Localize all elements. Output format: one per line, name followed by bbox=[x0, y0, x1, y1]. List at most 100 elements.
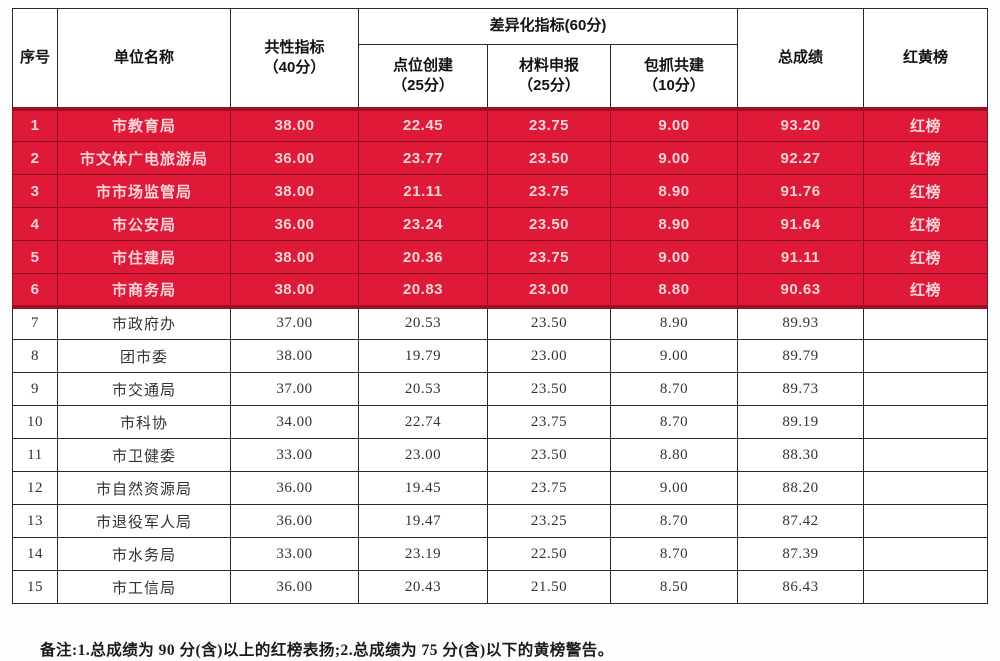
cell-baozhua: 9.00 bbox=[609, 240, 739, 274]
cell-baozhua: 8.70 bbox=[609, 372, 739, 406]
cell-band: 红榜 bbox=[863, 141, 989, 175]
cell-common: 38.00 bbox=[230, 240, 359, 274]
cell-total: 89.93 bbox=[737, 304, 865, 340]
cell-band bbox=[863, 570, 989, 604]
col-header-common: 共性指标 （40分） bbox=[230, 8, 359, 109]
cell-band: 红榜 bbox=[863, 240, 989, 274]
cell-baozhua: 8.70 bbox=[609, 537, 739, 571]
cell-point: 23.77 bbox=[358, 141, 488, 175]
col-header-point: 点位创建 （25分） bbox=[358, 44, 488, 109]
table-row: 3 市市场监管局 38.00 21.11 23.75 8.90 91.76 红榜 bbox=[12, 174, 989, 208]
cell-baozhua: 8.90 bbox=[609, 174, 739, 208]
cell-total: 88.30 bbox=[737, 438, 865, 472]
col-header-baozhua-title: 包抓共建 bbox=[644, 56, 705, 74]
cell-index: 11 bbox=[12, 438, 58, 472]
cell-band: 红榜 bbox=[863, 273, 989, 307]
cell-band: 红榜 bbox=[863, 207, 989, 241]
cell-band bbox=[863, 537, 989, 571]
cell-baozhua: 8.70 bbox=[609, 405, 739, 439]
score-table-container: 序号 单位名称 共性指标 （40分） 差异化指标(60分) 总成绩 红黄榜 点位… bbox=[12, 8, 989, 604]
col-header-baozhua-sub: （10分） bbox=[643, 76, 705, 94]
cell-total: 89.19 bbox=[737, 405, 865, 439]
table-row: 4 市公安局 36.00 23.24 23.50 8.90 91.64 红榜 bbox=[12, 207, 989, 241]
cell-band: 红榜 bbox=[863, 106, 989, 142]
cell-common: 34.00 bbox=[230, 405, 359, 439]
cell-unit: 市住建局 bbox=[57, 240, 231, 274]
cell-baozhua: 8.80 bbox=[609, 273, 739, 307]
cell-unit: 市教育局 bbox=[57, 106, 231, 142]
cell-material: 23.50 bbox=[487, 207, 611, 241]
col-header-total: 总成绩 bbox=[737, 8, 865, 109]
cell-material: 23.50 bbox=[487, 304, 611, 340]
cell-index: 8 bbox=[12, 339, 58, 373]
col-header-point-sub: （25分） bbox=[392, 76, 454, 94]
cell-total: 89.73 bbox=[737, 372, 865, 406]
cell-common: 37.00 bbox=[230, 304, 359, 340]
col-header-material-sub: （25分） bbox=[518, 76, 580, 94]
cell-point: 20.53 bbox=[358, 304, 488, 340]
table-row: 1 市教育局 38.00 22.45 23.75 9.00 93.20 红榜 bbox=[12, 106, 989, 142]
cell-index: 12 bbox=[12, 471, 58, 505]
cell-band bbox=[863, 504, 989, 538]
cell-baozhua: 8.80 bbox=[609, 438, 739, 472]
table-row: 13 市退役军人局 36.00 19.47 23.25 8.70 87.42 bbox=[12, 504, 989, 538]
cell-index: 13 bbox=[12, 504, 58, 538]
cell-index: 5 bbox=[12, 240, 58, 274]
table-row: 10 市科协 34.00 22.74 23.75 8.70 89.19 bbox=[12, 405, 989, 439]
table-row: 6 市商务局 38.00 20.83 23.00 8.80 90.63 红榜 bbox=[12, 273, 989, 307]
cell-material: 23.00 bbox=[487, 339, 611, 373]
cell-unit: 市科协 bbox=[57, 405, 231, 439]
table-row: 7 市政府办 37.00 20.53 23.50 8.90 89.93 bbox=[12, 304, 989, 340]
cell-point: 23.24 bbox=[358, 207, 488, 241]
cell-point: 20.53 bbox=[358, 372, 488, 406]
cell-index: 14 bbox=[12, 537, 58, 571]
cell-material: 23.50 bbox=[487, 438, 611, 472]
cell-common: 37.00 bbox=[230, 372, 359, 406]
cell-material: 23.25 bbox=[487, 504, 611, 538]
col-header-band: 红黄榜 bbox=[863, 8, 989, 109]
cell-total: 92.27 bbox=[737, 141, 865, 175]
table-row: 8 团市委 38.00 19.79 23.00 9.00 89.79 bbox=[12, 339, 989, 373]
cell-material: 23.75 bbox=[487, 405, 611, 439]
cell-point: 20.43 bbox=[358, 570, 488, 604]
cell-index: 7 bbox=[12, 304, 58, 340]
table-row: 9 市交通局 37.00 20.53 23.50 8.70 89.73 bbox=[12, 372, 989, 406]
cell-baozhua: 9.00 bbox=[609, 471, 739, 505]
col-header-baozhua: 包抓共建 （10分） bbox=[609, 44, 739, 109]
cell-material: 23.00 bbox=[487, 273, 611, 307]
cell-point: 23.00 bbox=[358, 438, 488, 472]
table-row: 14 市水务局 33.00 23.19 22.50 8.70 87.39 bbox=[12, 537, 989, 571]
cell-point: 21.11 bbox=[358, 174, 488, 208]
col-header-material-title: 材料申报 bbox=[518, 56, 579, 74]
cell-common: 36.00 bbox=[230, 504, 359, 538]
cell-index: 1 bbox=[12, 106, 58, 142]
cell-point: 20.36 bbox=[358, 240, 488, 274]
cell-unit: 市退役军人局 bbox=[57, 504, 231, 538]
cell-point: 19.45 bbox=[358, 471, 488, 505]
cell-band: 红榜 bbox=[863, 174, 989, 208]
cell-unit: 市自然资源局 bbox=[57, 471, 231, 505]
footnote: 备注:1.总成绩为 90 分(含)以上的红榜表扬;2.总成绩为 75 分(含)以… bbox=[40, 642, 614, 659]
cell-common: 38.00 bbox=[230, 273, 359, 307]
cell-common: 33.00 bbox=[230, 438, 359, 472]
cell-baozhua: 8.90 bbox=[609, 207, 739, 241]
cell-total: 91.64 bbox=[737, 207, 865, 241]
cell-index: 9 bbox=[12, 372, 58, 406]
cell-baozhua: 9.00 bbox=[609, 106, 739, 142]
table-header: 序号 单位名称 共性指标 （40分） 差异化指标(60分) 总成绩 红黄榜 点位… bbox=[12, 8, 989, 109]
cell-band bbox=[863, 372, 989, 406]
cell-unit: 市公安局 bbox=[57, 207, 231, 241]
cell-unit: 市市场监管局 bbox=[57, 174, 231, 208]
cell-index: 6 bbox=[12, 273, 58, 307]
cell-common: 36.00 bbox=[230, 570, 359, 604]
cell-unit: 团市委 bbox=[57, 339, 231, 373]
cell-baozhua: 8.70 bbox=[609, 504, 739, 538]
cell-total: 88.20 bbox=[737, 471, 865, 505]
cell-band bbox=[863, 438, 989, 472]
table-row: 15 市工信局 36.00 20.43 21.50 8.50 86.43 bbox=[12, 570, 989, 604]
cell-point: 22.45 bbox=[358, 106, 488, 142]
cell-material: 23.75 bbox=[487, 106, 611, 142]
cell-material: 21.50 bbox=[487, 570, 611, 604]
cell-band bbox=[863, 471, 989, 505]
cell-index: 10 bbox=[12, 405, 58, 439]
